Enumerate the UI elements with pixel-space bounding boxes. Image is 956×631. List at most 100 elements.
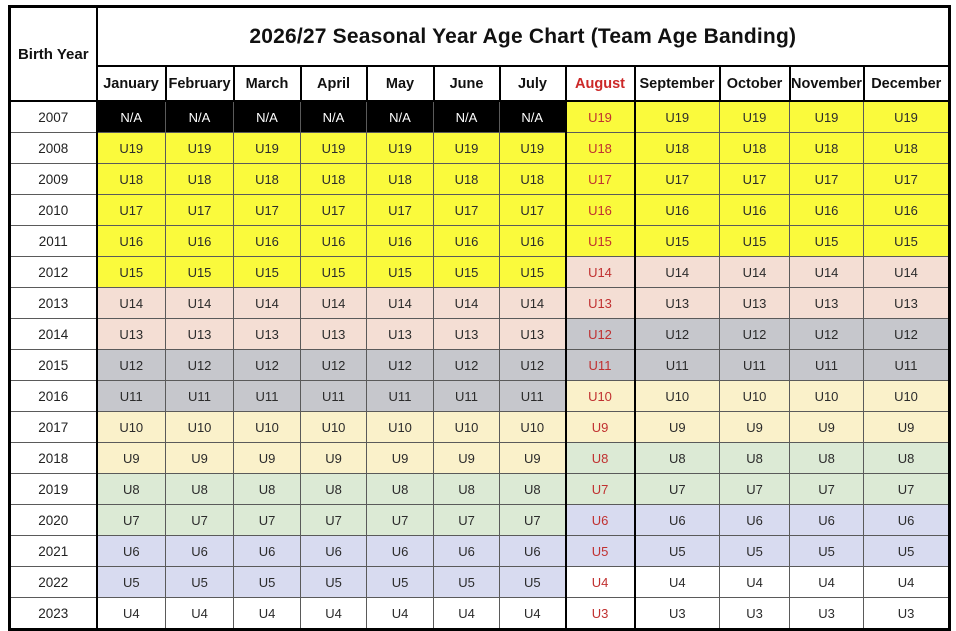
age-band-cell: U14 xyxy=(433,287,500,319)
age-band-cell: U7 xyxy=(96,504,166,536)
age-band-cell: U4 xyxy=(564,566,636,598)
age-band-cell: U17 xyxy=(719,163,790,195)
age-band-cell: U18 xyxy=(96,163,166,195)
age-band-cell: U9 xyxy=(564,411,636,443)
age-band-cell: U9 xyxy=(300,442,367,474)
age-band-cell: U15 xyxy=(233,256,301,288)
age-band-cell: U6 xyxy=(165,535,234,567)
age-band-cell: U12 xyxy=(499,349,566,381)
birth-year-row-2008: 2008 U19 U19 U19 U19 U19 U19 U19 U18 U18 U18 U18 U18 xyxy=(8,132,950,164)
age-band-cell: U12 xyxy=(366,349,434,381)
age-band-cell: U13 xyxy=(300,318,367,350)
month-header-december: December xyxy=(862,65,951,102)
age-band-cell: U7 xyxy=(165,504,234,536)
age-band-cell: U13 xyxy=(634,287,720,319)
age-band-cell: U6 xyxy=(499,535,566,567)
age-band-cell: U18 xyxy=(499,163,566,195)
age-band-cell: N/A xyxy=(433,100,500,133)
age-band-cell: U8 xyxy=(165,473,234,505)
age-band-cell: N/A xyxy=(499,100,566,133)
age-band-cell: U18 xyxy=(366,163,434,195)
age-band-cell: U10 xyxy=(634,380,720,412)
age-band-cell: N/A xyxy=(300,100,367,133)
age-band-cell: U15 xyxy=(564,225,636,257)
age-band-cell: U4 xyxy=(863,566,950,598)
age-band-cell: U5 xyxy=(564,535,636,567)
age-band-cell: U6 xyxy=(863,504,950,536)
month-header-august: August xyxy=(564,65,636,102)
age-band-cell: N/A xyxy=(233,100,301,133)
age-band-cell: U8 xyxy=(233,473,301,505)
age-band-cell: U19 xyxy=(863,100,950,133)
age-band-cell: U11 xyxy=(499,380,566,412)
age-chart-table: Birth Year 2026/27 Seasonal Year Age Cha… xyxy=(8,5,951,631)
age-band-cell: U13 xyxy=(233,318,301,350)
age-band-cell: U4 xyxy=(634,566,720,598)
age-band-cell: U9 xyxy=(789,411,864,443)
age-band-cell: U8 xyxy=(300,473,367,505)
birth-year-row-2016: 2016 U11 U11 U11 U11 U11 U11 U11 U10 U10 U10 U10 U10 xyxy=(8,380,950,412)
age-band-cell: U7 xyxy=(719,473,790,505)
month-header-april: April xyxy=(299,65,368,102)
age-band-cell: U8 xyxy=(789,442,864,474)
age-band-cell: U19 xyxy=(789,100,864,133)
age-band-cell: U16 xyxy=(863,194,950,226)
age-band-cell: U9 xyxy=(433,442,500,474)
age-band-cell: U7 xyxy=(300,504,367,536)
age-band-cell: U4 xyxy=(433,597,500,630)
age-band-cell: U17 xyxy=(96,194,166,226)
age-band-cell: U7 xyxy=(789,473,864,505)
age-band-cell: U17 xyxy=(165,194,234,226)
birth-year-row-2014: 2014 U13 U13 U13 U13 U13 U13 U13 U12 U12 U12 U12 U12 xyxy=(8,318,950,350)
age-band-cell: U19 xyxy=(366,132,434,164)
age-band-cell: U7 xyxy=(366,504,434,536)
age-band-cell: U15 xyxy=(863,225,950,257)
age-band-cell: U16 xyxy=(564,194,636,226)
birth-year-row-2013: 2013 U14 U14 U14 U14 U14 U14 U14 U13 U13 U13 U13 U13 xyxy=(8,287,950,319)
age-band-cell: U14 xyxy=(300,287,367,319)
age-band-cell: U19 xyxy=(719,100,790,133)
month-header-july: July xyxy=(498,65,567,102)
age-band-cell: U4 xyxy=(366,597,434,630)
age-band-cell: U14 xyxy=(719,256,790,288)
age-band-cell: U10 xyxy=(366,411,434,443)
age-band-cell: U5 xyxy=(165,566,234,598)
age-band-cell: U18 xyxy=(233,163,301,195)
age-band-cell: U7 xyxy=(433,504,500,536)
birth-year-cell: 2007 xyxy=(8,100,98,133)
age-band-cell: U9 xyxy=(863,411,950,443)
age-band-cell: U8 xyxy=(96,473,166,505)
age-band-cell: U10 xyxy=(165,411,234,443)
age-band-cell: U15 xyxy=(789,225,864,257)
age-band-cell: U14 xyxy=(165,287,234,319)
age-band-cell: U14 xyxy=(96,287,166,319)
age-band-cell: U12 xyxy=(165,349,234,381)
age-band-cell: U18 xyxy=(165,163,234,195)
age-band-cell: U11 xyxy=(433,380,500,412)
age-band-cell: U18 xyxy=(863,132,950,164)
age-band-cell: U4 xyxy=(499,597,566,630)
age-band-cell: U15 xyxy=(433,256,500,288)
age-band-cell: U19 xyxy=(165,132,234,164)
age-band-cell: U12 xyxy=(789,318,864,350)
age-chart-body: 2007 N/A N/A N/A N/A N/A N/A N/A U19 U19 U19 U19 U19… xyxy=(8,100,950,630)
age-band-cell: U11 xyxy=(564,349,636,381)
month-header-june: June xyxy=(432,65,501,102)
age-band-cell: U6 xyxy=(634,504,720,536)
birth-year-header: Birth Year xyxy=(8,5,98,102)
birth-year-row-2018: 2018 U9 U9 U9 U9 U9 U9 U9 U8 U8 U8 U8 U8 xyxy=(8,442,950,474)
age-band-cell: U12 xyxy=(233,349,301,381)
age-band-cell: U6 xyxy=(300,535,367,567)
age-band-cell: U9 xyxy=(366,442,434,474)
age-band-cell: U3 xyxy=(863,597,950,630)
age-band-cell: U4 xyxy=(719,566,790,598)
age-band-cell: U12 xyxy=(300,349,367,381)
birth-year-cell: 2018 xyxy=(8,442,98,474)
age-band-cell: U6 xyxy=(789,504,864,536)
age-band-cell: U10 xyxy=(564,380,636,412)
birth-year-cell: 2014 xyxy=(8,318,98,350)
age-band-cell: U8 xyxy=(863,442,950,474)
age-band-cell: U6 xyxy=(433,535,500,567)
age-band-cell: U11 xyxy=(300,380,367,412)
age-band-cell: U17 xyxy=(300,194,367,226)
